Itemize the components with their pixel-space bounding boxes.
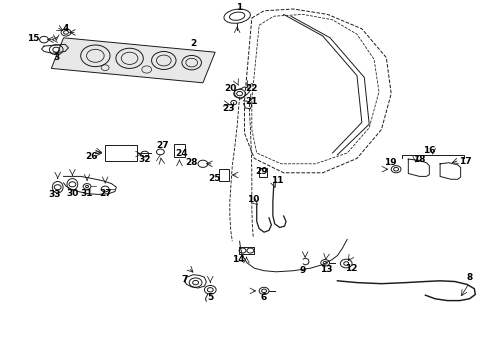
Text: 1: 1 <box>236 3 242 12</box>
Text: 31: 31 <box>81 189 93 198</box>
Text: 32: 32 <box>138 154 150 163</box>
Text: 27: 27 <box>99 189 111 198</box>
Text: 22: 22 <box>245 84 258 93</box>
Text: 28: 28 <box>185 158 198 167</box>
Text: 7: 7 <box>181 274 188 284</box>
Text: 21: 21 <box>245 97 258 106</box>
Text: 2: 2 <box>190 40 196 49</box>
Bar <box>105 145 137 161</box>
Text: 6: 6 <box>261 292 266 302</box>
Text: 12: 12 <box>344 264 357 273</box>
Text: 19: 19 <box>383 158 396 167</box>
Text: 24: 24 <box>175 149 188 158</box>
Text: 5: 5 <box>207 292 213 302</box>
Text: 27: 27 <box>156 141 168 150</box>
Text: 10: 10 <box>246 195 259 204</box>
Text: 4: 4 <box>62 24 69 33</box>
Bar <box>259 168 266 177</box>
Text: 3: 3 <box>53 53 59 62</box>
Text: 20: 20 <box>224 84 237 93</box>
Text: 13: 13 <box>320 265 332 274</box>
Bar <box>219 169 228 181</box>
Polygon shape <box>51 38 215 83</box>
Text: 11: 11 <box>271 176 284 185</box>
Text: 30: 30 <box>66 189 79 198</box>
Text: 33: 33 <box>48 190 61 199</box>
Bar <box>174 144 184 157</box>
Text: 18: 18 <box>412 154 425 163</box>
Text: 17: 17 <box>458 157 471 166</box>
Text: 23: 23 <box>222 104 235 112</box>
Text: 25: 25 <box>207 174 220 183</box>
Text: 26: 26 <box>85 152 98 161</box>
Text: 9: 9 <box>298 266 305 275</box>
Text: 14: 14 <box>232 256 244 264</box>
Text: 16: 16 <box>422 146 435 155</box>
Text: 15: 15 <box>27 34 40 43</box>
Text: 8: 8 <box>466 274 471 282</box>
Text: 29: 29 <box>255 166 267 175</box>
